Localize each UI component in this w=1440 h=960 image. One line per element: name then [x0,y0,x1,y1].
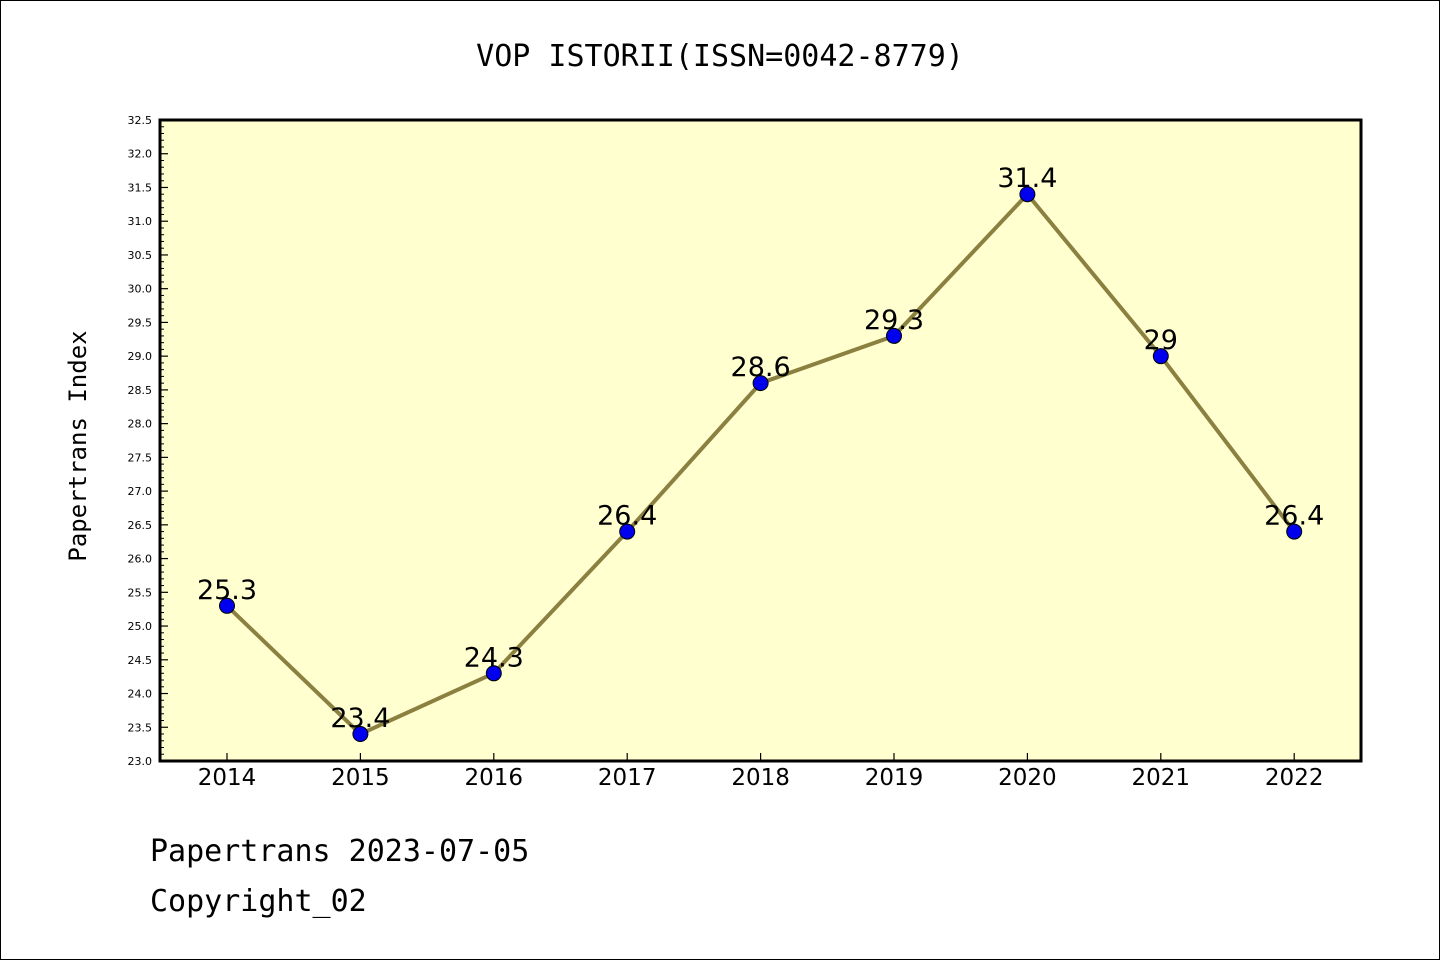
data-label: 26.4 [1264,501,1324,532]
data-label: 26.4 [597,501,657,532]
plot-area [158,118,1363,763]
y-tick-label: 23.5 [128,721,153,734]
y-tick-label: 26.5 [128,519,153,532]
data-label: 23.4 [330,703,390,734]
y-tick-label: 29.5 [128,316,153,329]
data-point [752,375,769,392]
data-label: 29.3 [864,305,924,336]
y-tick-label: 31.5 [128,181,153,194]
data-label: 28.6 [731,352,791,383]
x-tick-label: 2017 [598,765,657,791]
y-tick-label: 25.0 [128,620,153,633]
data-point [1152,348,1169,365]
y-tick-label: 32.0 [128,148,153,161]
data-point [619,523,636,540]
data-point [1019,186,1036,203]
x-tick-label: 2014 [198,765,257,791]
x-tick-label: 2015 [331,765,390,791]
data-point [485,665,502,682]
y-tick-label: 28.5 [128,384,153,397]
y-tick-label: 32.5 [128,114,153,127]
y-tick-label: 27.5 [128,451,153,464]
x-tick-label: 2020 [998,765,1057,791]
y-tick-label: 29.0 [128,350,153,363]
y-tick-label: 28.0 [128,418,153,431]
y-tick-label: 30.5 [128,249,153,262]
x-tick-label: 2016 [465,765,524,791]
y-tick-label: 23.0 [128,755,153,768]
x-tick-label: 2022 [1265,765,1324,791]
y-tick-label: 27.0 [128,485,153,498]
x-tick-label: 2019 [865,765,924,791]
data-label: 29 [1144,325,1178,356]
y-axis-label: Papertrans Index [64,330,92,561]
data-point [219,597,235,614]
x-tick-label: 2018 [731,765,790,791]
x-tick-label: 2021 [1132,765,1191,791]
y-tick-label: 24.5 [128,654,153,667]
data-point [1286,523,1303,540]
y-tick-label: 26.0 [128,553,153,566]
y-tick-label: 24.0 [128,688,153,701]
y-tick-label: 25.5 [128,586,153,599]
data-label: 31.4 [997,163,1057,194]
data-label: 25.3 [197,575,257,606]
y-tick-label: 30.0 [128,283,153,296]
data-label: 24.3 [464,642,524,673]
data-point [352,726,369,743]
footer-date: Papertrans 2023-07-05 [150,834,530,869]
footer-copyright: Copyright_02 [150,884,367,919]
y-tick-label: 31.0 [128,215,153,228]
data-point [886,327,902,344]
chart-title: VOP ISTORII(ISSN=0042-8779) [476,39,964,74]
